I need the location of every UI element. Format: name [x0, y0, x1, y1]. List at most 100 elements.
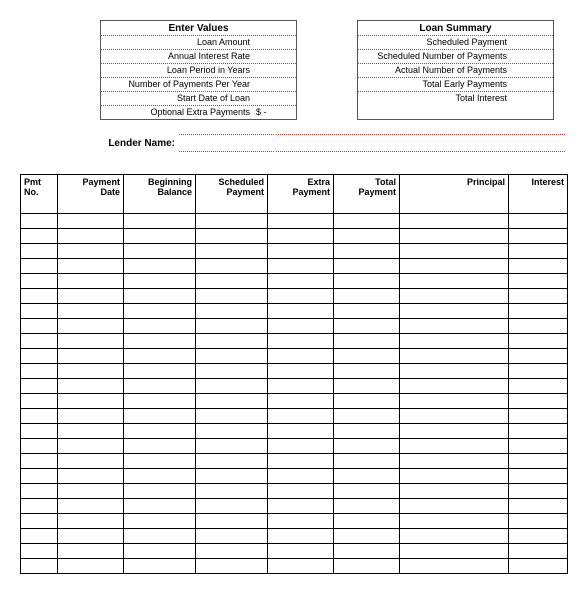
table-cell[interactable]	[268, 484, 334, 499]
table-cell[interactable]	[509, 334, 568, 349]
table-cell[interactable]	[334, 349, 400, 364]
table-cell[interactable]	[21, 304, 58, 319]
ev-value[interactable]	[254, 78, 296, 91]
table-cell[interactable]	[58, 469, 124, 484]
table-cell[interactable]	[21, 379, 58, 394]
table-cell[interactable]	[400, 424, 509, 439]
table-cell[interactable]	[124, 424, 196, 439]
table-cell[interactable]	[400, 364, 509, 379]
table-cell[interactable]	[400, 469, 509, 484]
table-cell[interactable]	[196, 289, 268, 304]
table-cell[interactable]	[58, 499, 124, 514]
table-cell[interactable]	[21, 454, 58, 469]
table-cell[interactable]	[21, 319, 58, 334]
table-cell[interactable]	[58, 394, 124, 409]
table-cell[interactable]	[124, 304, 196, 319]
table-cell[interactable]	[58, 544, 124, 559]
table-cell[interactable]	[58, 349, 124, 364]
table-cell[interactable]	[400, 304, 509, 319]
table-cell[interactable]	[268, 379, 334, 394]
table-cell[interactable]	[509, 289, 568, 304]
table-cell[interactable]	[509, 559, 568, 574]
table-cell[interactable]	[268, 349, 334, 364]
table-cell[interactable]	[334, 334, 400, 349]
table-cell[interactable]	[58, 289, 124, 304]
table-cell[interactable]	[268, 499, 334, 514]
table-cell[interactable]	[334, 454, 400, 469]
table-cell[interactable]	[21, 544, 58, 559]
lender-input[interactable]	[179, 134, 274, 152]
table-cell[interactable]	[58, 529, 124, 544]
table-cell[interactable]	[196, 379, 268, 394]
table-cell[interactable]	[268, 454, 334, 469]
table-cell[interactable]	[21, 439, 58, 454]
table-cell[interactable]	[196, 259, 268, 274]
table-cell[interactable]	[196, 349, 268, 364]
table-cell[interactable]	[400, 484, 509, 499]
table-cell[interactable]	[124, 529, 196, 544]
table-cell[interactable]	[21, 229, 58, 244]
ev-value[interactable]	[254, 50, 296, 63]
table-cell[interactable]	[124, 514, 196, 529]
table-cell[interactable]	[124, 319, 196, 334]
table-cell[interactable]	[334, 499, 400, 514]
table-cell[interactable]	[400, 544, 509, 559]
table-cell[interactable]	[509, 259, 568, 274]
table-cell[interactable]	[268, 409, 334, 424]
table-cell[interactable]	[268, 244, 334, 259]
table-cell[interactable]	[21, 394, 58, 409]
table-cell[interactable]	[268, 259, 334, 274]
table-cell[interactable]	[509, 469, 568, 484]
table-cell[interactable]	[334, 289, 400, 304]
table-cell[interactable]	[124, 289, 196, 304]
table-cell[interactable]	[196, 454, 268, 469]
table-cell[interactable]	[334, 364, 400, 379]
table-cell[interactable]	[509, 349, 568, 364]
table-cell[interactable]	[509, 319, 568, 334]
table-cell[interactable]	[124, 439, 196, 454]
table-cell[interactable]	[196, 214, 268, 229]
ev-value[interactable]	[254, 36, 296, 49]
table-cell[interactable]	[58, 484, 124, 499]
table-cell[interactable]	[21, 259, 58, 274]
table-cell[interactable]	[124, 394, 196, 409]
table-cell[interactable]	[509, 439, 568, 454]
table-cell[interactable]	[196, 319, 268, 334]
table-cell[interactable]	[509, 394, 568, 409]
table-cell[interactable]	[509, 514, 568, 529]
table-cell[interactable]	[400, 244, 509, 259]
table-cell[interactable]	[124, 214, 196, 229]
table-cell[interactable]	[268, 214, 334, 229]
table-cell[interactable]	[58, 319, 124, 334]
table-cell[interactable]	[509, 379, 568, 394]
table-cell[interactable]	[21, 244, 58, 259]
table-cell[interactable]	[400, 514, 509, 529]
table-cell[interactable]	[21, 349, 58, 364]
table-cell[interactable]	[196, 529, 268, 544]
table-cell[interactable]	[400, 274, 509, 289]
table-cell[interactable]	[400, 319, 509, 334]
table-cell[interactable]	[196, 559, 268, 574]
table-cell[interactable]	[21, 484, 58, 499]
table-cell[interactable]	[196, 334, 268, 349]
table-cell[interactable]	[196, 484, 268, 499]
table-cell[interactable]	[21, 274, 58, 289]
table-cell[interactable]	[21, 559, 58, 574]
table-cell[interactable]	[124, 499, 196, 514]
table-cell[interactable]	[400, 334, 509, 349]
table-cell[interactable]	[400, 214, 509, 229]
table-cell[interactable]	[509, 544, 568, 559]
table-cell[interactable]	[196, 304, 268, 319]
table-cell[interactable]	[124, 484, 196, 499]
table-cell[interactable]	[334, 319, 400, 334]
table-cell[interactable]	[124, 379, 196, 394]
table-cell[interactable]	[400, 499, 509, 514]
table-cell[interactable]	[400, 229, 509, 244]
table-cell[interactable]	[58, 244, 124, 259]
table-cell[interactable]	[509, 409, 568, 424]
table-cell[interactable]	[334, 484, 400, 499]
table-cell[interactable]	[400, 409, 509, 424]
table-cell[interactable]	[400, 394, 509, 409]
table-cell[interactable]	[334, 214, 400, 229]
ev-value[interactable]: $ -	[254, 106, 296, 119]
